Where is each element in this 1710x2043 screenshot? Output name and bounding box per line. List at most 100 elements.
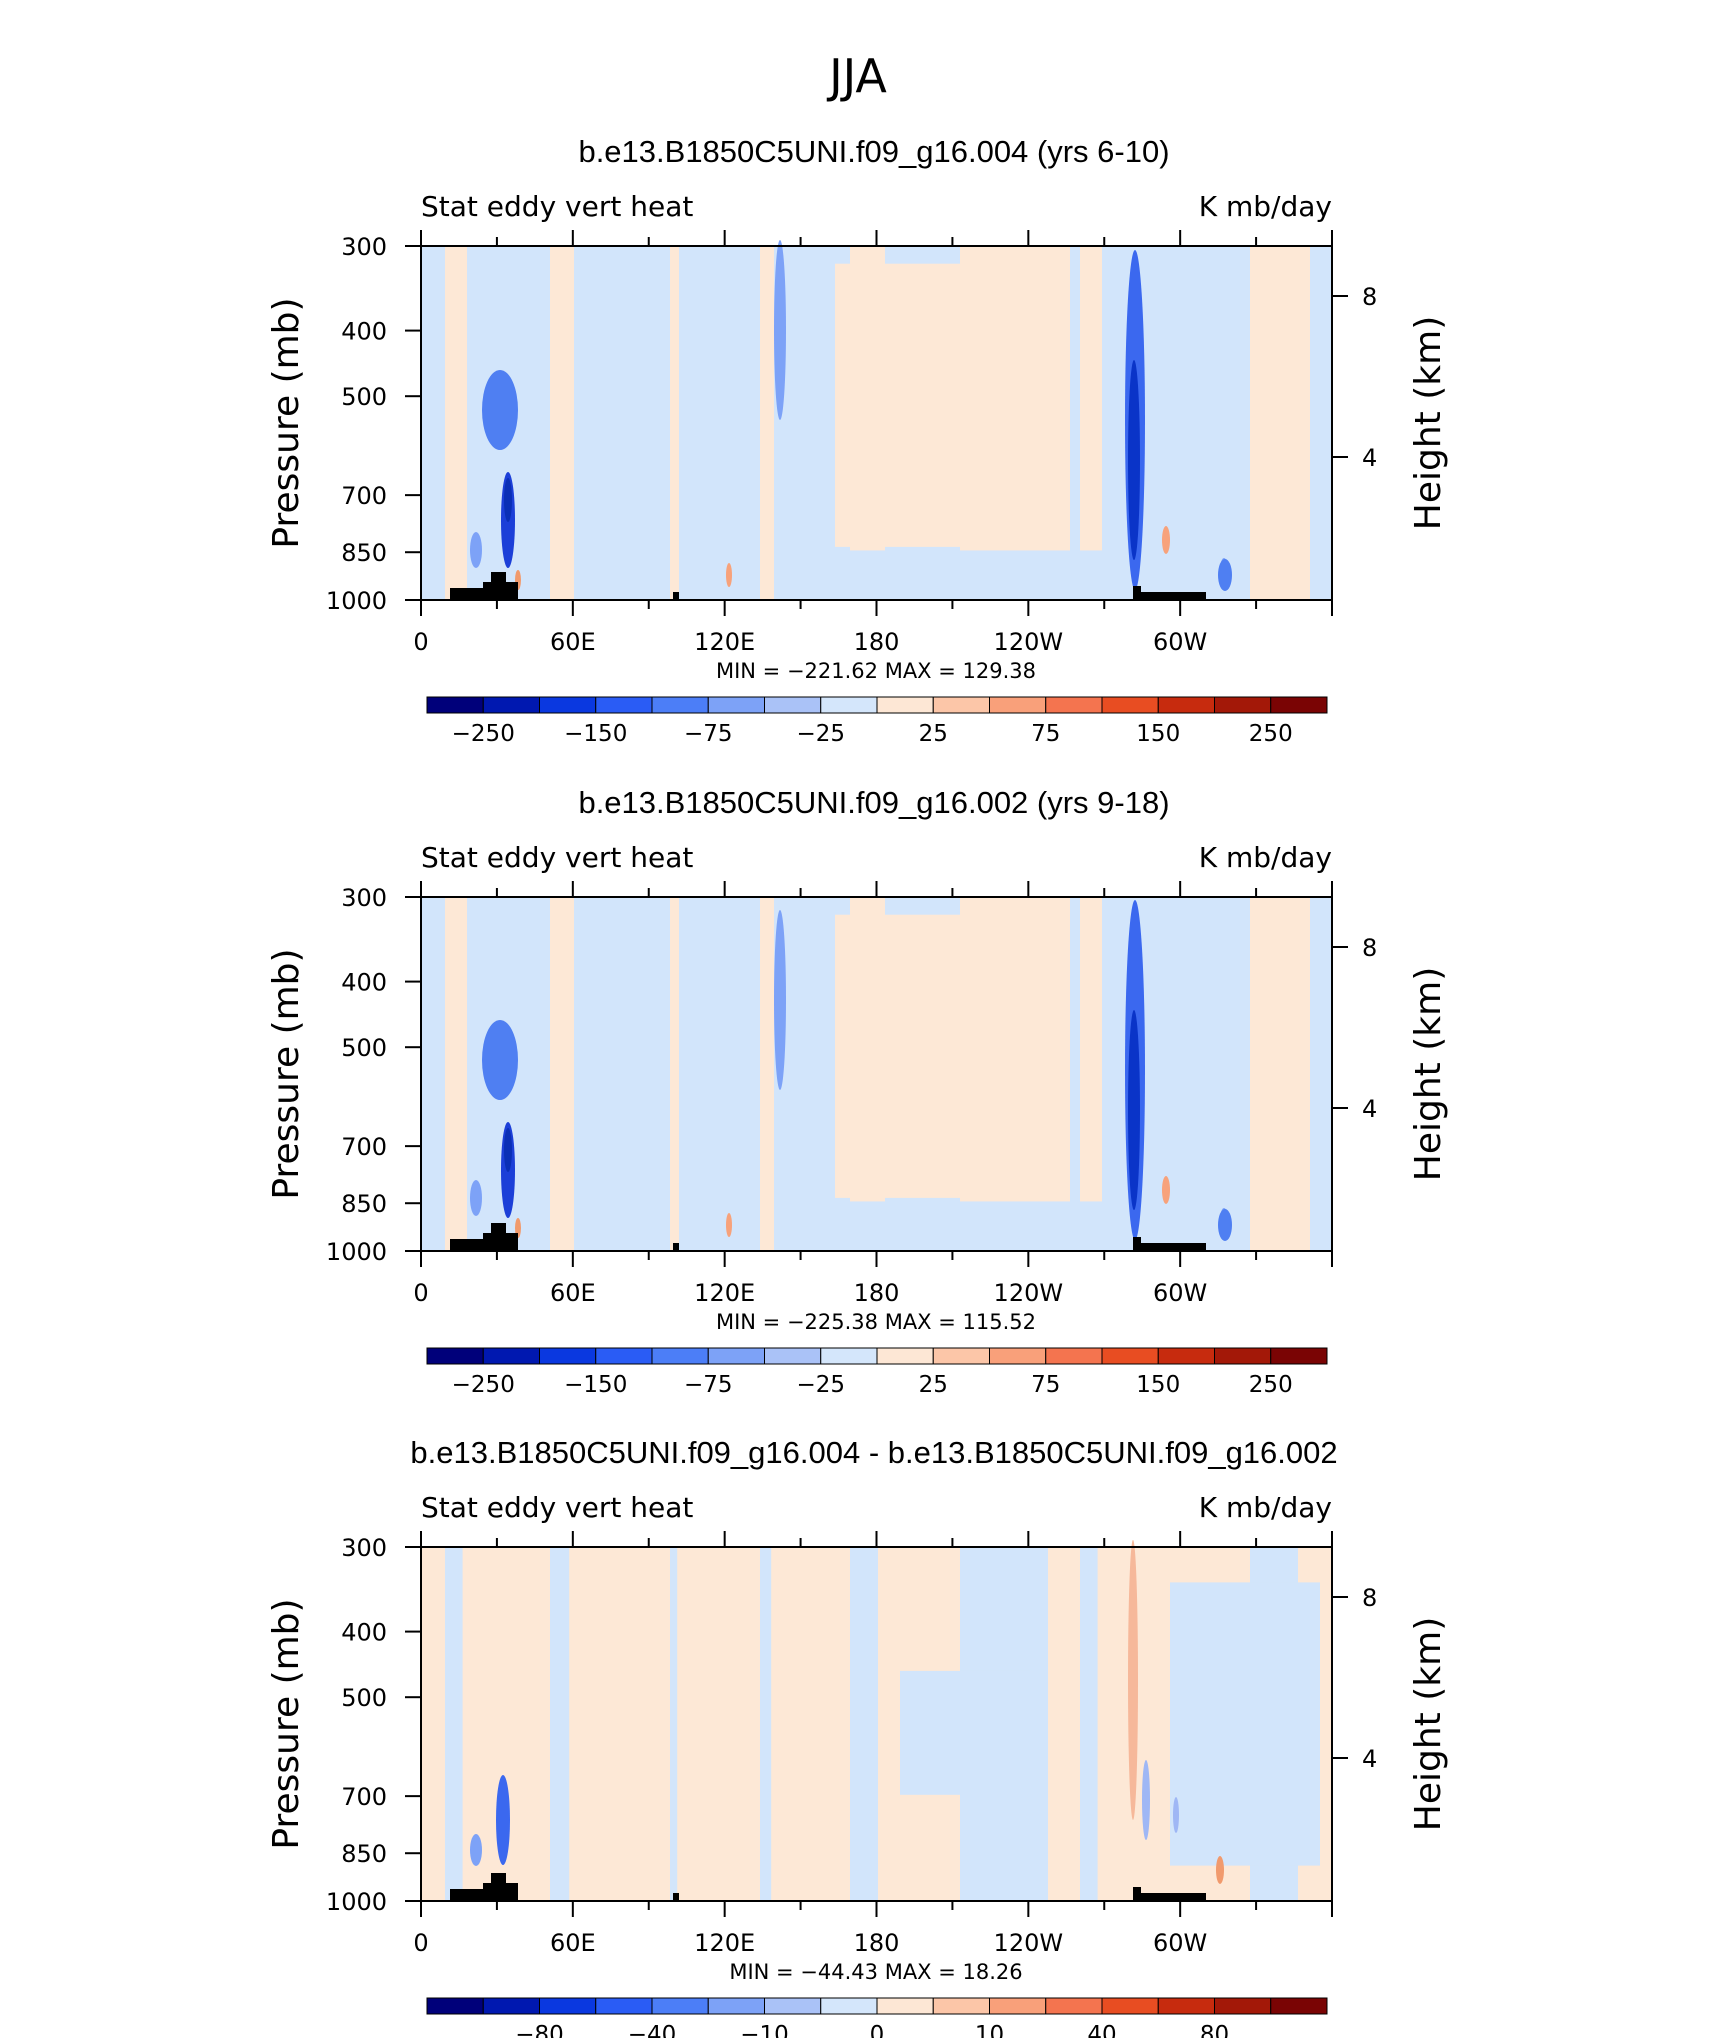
colorbar-segment: [707, 696, 765, 714]
contour-cell: [1128, 1540, 1138, 1820]
x-tick-label: 120E: [694, 628, 755, 656]
y2-tick-label: 8: [1362, 283, 1377, 311]
contour-cell: [726, 1213, 732, 1237]
contour-region: [845, 1201, 1125, 1251]
contour-cell: [482, 370, 518, 450]
colorbar-label: −80: [515, 2022, 564, 2038]
contour-band: [1080, 246, 1102, 600]
terrain-block: [450, 588, 490, 600]
terrain-block: [491, 572, 506, 600]
contour-region: [845, 550, 1125, 600]
variable-label: Stat eddy vert heat: [421, 841, 693, 874]
x-tick-label: 0: [413, 1929, 428, 1957]
colorbar-segment: [932, 1997, 990, 2015]
contour-cell: [726, 563, 732, 587]
colorbar-label: −40: [628, 2022, 677, 2038]
min-max-stats: MIN = −221.62 MAX = 129.38: [716, 659, 1036, 683]
contour-field: [421, 240, 1332, 600]
y-tick-label: 400: [341, 1619, 387, 1647]
panel-title: b.e13.B1850C5UNI.f09_g16.002 (yrs 9-18): [578, 785, 1169, 820]
colorbar: −250 −150 −75 −25 25 75 150 250: [426, 696, 1328, 747]
colorbar-segment: [707, 1997, 765, 2015]
colorbar-segment: [820, 696, 878, 714]
colorbar-segment: [989, 1997, 1047, 2015]
colorbar-segment: [876, 1997, 934, 2015]
colorbar-label: 150: [1136, 1372, 1180, 1398]
terrain-mask: [450, 1223, 1206, 1251]
colorbar-segment: [595, 1997, 653, 2015]
x-tick-label: 180: [854, 1929, 900, 1957]
terrain-block: [673, 1893, 679, 1901]
panel-title: b.e13.B1850C5UNI.f09_g16.004 - b.e13.B18…: [410, 1435, 1337, 1470]
colorbar-segment: [764, 1347, 822, 1365]
x-tick-label: 60E: [550, 1929, 596, 1957]
y-tick-label: 300: [341, 233, 387, 261]
x-tick-label: 120E: [694, 1279, 755, 1307]
contour-cell: [1162, 526, 1170, 554]
y-tick-label: 500: [341, 1034, 387, 1062]
colorbar-segment: [426, 696, 484, 714]
contour-cell: [470, 1834, 482, 1866]
contour-cell: [504, 478, 512, 522]
y2-tick-label: 8: [1362, 934, 1377, 962]
colorbar-segment: [876, 696, 934, 714]
units-label: K mb/day: [1199, 841, 1332, 874]
contour-cell: [482, 1020, 518, 1100]
colorbar-segment: [707, 1347, 765, 1365]
colorbar-segment: [1157, 1997, 1215, 2015]
contour-cell: [1128, 360, 1140, 560]
terrain-block: [491, 1873, 506, 1901]
x-tick-label: 180: [854, 628, 900, 656]
colorbar-segment: [1214, 1347, 1272, 1365]
y-tick-label: 400: [341, 318, 387, 346]
colorbar-label: 250: [1249, 1372, 1293, 1398]
contour-cell: [1173, 1797, 1179, 1833]
contour-cell: [1218, 1209, 1232, 1241]
terrain-block: [491, 1223, 506, 1251]
colorbar-segment: [595, 696, 653, 714]
min-max-stats: MIN = −225.38 MAX = 115.52: [716, 1310, 1036, 1334]
contour-band: [760, 1547, 772, 1901]
colorbar-segment: [426, 1997, 484, 2015]
terrain-mask: [450, 572, 1206, 600]
terrain-block: [506, 582, 518, 600]
y-tick-label: 700: [341, 482, 387, 510]
contour-band: [550, 246, 574, 600]
units-label: K mb/day: [1199, 190, 1332, 223]
colorbar-segment: [1045, 1347, 1103, 1365]
contour-band: [445, 1547, 463, 1901]
colorbar-segment: [539, 1347, 597, 1365]
contour-band: [1080, 897, 1102, 1251]
colorbar-segment: [651, 696, 709, 714]
y-tick-label: 500: [341, 1684, 387, 1712]
figure-title: JJA: [826, 49, 887, 103]
contour-region: [835, 263, 1055, 547]
colorbar-label: −10: [740, 2022, 789, 2038]
x-tick-label: 60W: [1153, 628, 1207, 656]
colorbar-label: 75: [1031, 1372, 1060, 1398]
colorbar-segment: [482, 1347, 540, 1365]
colorbar-segment: [1157, 1347, 1215, 1365]
colorbar-segment: [1045, 1997, 1103, 2015]
contour-cell: [1216, 1856, 1224, 1884]
terrain-block: [1141, 1893, 1206, 1901]
y-tick-label: 700: [341, 1783, 387, 1811]
colorbar-segment: [876, 1347, 934, 1365]
contour-region: [835, 914, 1055, 1198]
y-tick-label: 850: [341, 539, 387, 567]
colorbar-label: 80: [1200, 2022, 1229, 2038]
y2-axis-label: Height (km): [1408, 1617, 1449, 1831]
colorbar-segment: [764, 1997, 822, 2015]
x-tick-label: 60W: [1153, 1279, 1207, 1307]
y-tick-label: 400: [341, 969, 387, 997]
y-axis-label: Pressure (mb): [266, 297, 307, 548]
terrain-block: [506, 1883, 518, 1901]
colorbar-label: 25: [919, 721, 948, 747]
y-tick-label: 700: [341, 1133, 387, 1161]
y-tick-label: 1000: [326, 1888, 387, 1916]
terrain-block: [450, 1239, 490, 1251]
contour-region: [1170, 1582, 1320, 1866]
x-tick-label: 120W: [994, 628, 1064, 656]
colorbar-label: 25: [919, 1372, 948, 1398]
colorbar: −250 −150 −75 −25 25 75 150 250: [426, 1347, 1328, 1398]
